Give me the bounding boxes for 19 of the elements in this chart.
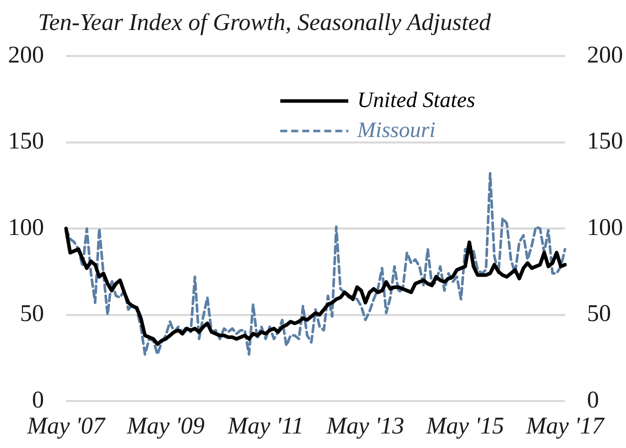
y-tick-label: 100 — [8, 214, 44, 241]
y2-tick-label: 50 — [587, 301, 611, 328]
x-tick-label: May '15 — [425, 414, 504, 440]
y-tick-label: 0 — [32, 387, 44, 414]
y2-tick-label: 200 — [587, 42, 623, 68]
legend-label: United States — [357, 86, 476, 112]
y2-tick-label: 150 — [587, 128, 623, 155]
x-tick-label: May '13 — [326, 414, 404, 440]
y-tick-label: 150 — [8, 128, 44, 155]
x-tick-label: May '09 — [126, 414, 205, 440]
x-tick-label: May '17 — [525, 414, 605, 440]
y2-tick-label: 0 — [587, 387, 599, 414]
y2-tick-label: 100 — [587, 214, 623, 241]
y-tick-label: 50 — [20, 301, 44, 328]
x-tick-label: May '11 — [226, 414, 304, 440]
y-tick-label: 200 — [8, 42, 44, 68]
x-tick-label: May '07 — [26, 414, 106, 440]
chart-title: Ten-Year Index of Growth, Seasonally Adjusted — [38, 10, 492, 36]
legend-label: Missouri — [356, 116, 436, 142]
